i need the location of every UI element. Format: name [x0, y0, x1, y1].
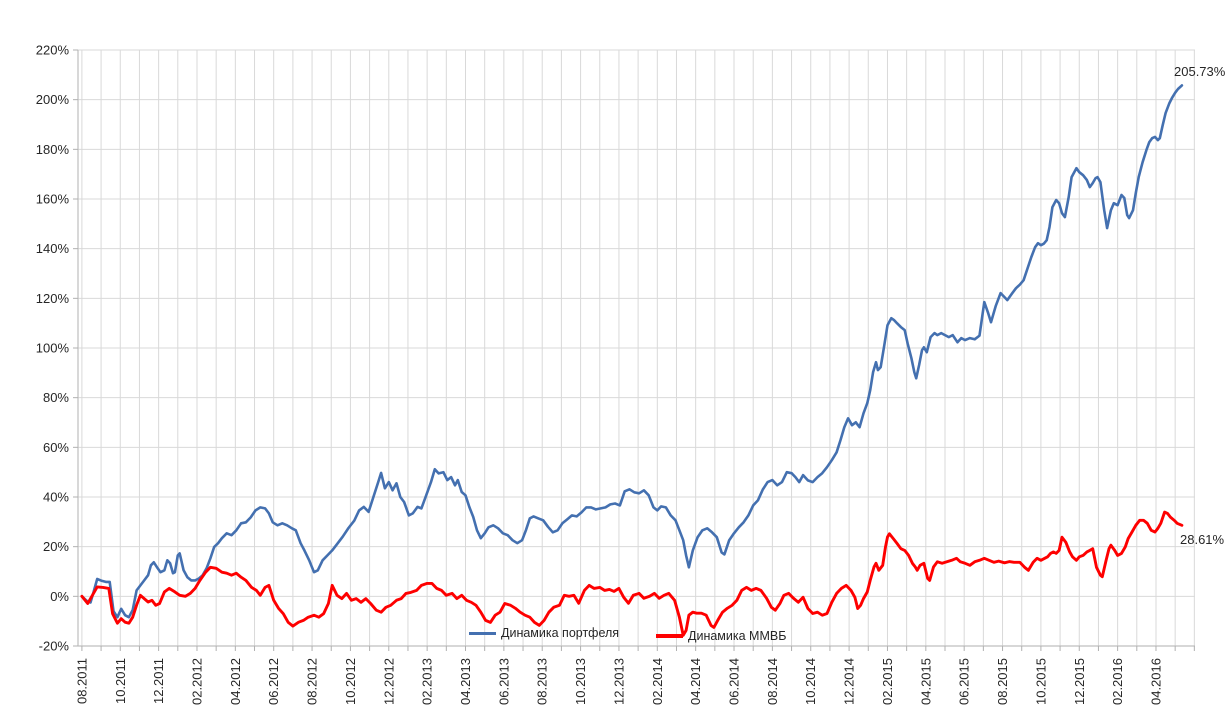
- y-tick-label: 200%: [36, 92, 70, 107]
- y-tick-label: 0%: [50, 589, 69, 604]
- x-tick-label: 02.2013: [420, 658, 435, 705]
- x-tick-label: 04.2014: [688, 658, 703, 705]
- x-tick-label: 12.2012: [381, 658, 396, 705]
- x-tick-label: 12.2015: [1072, 658, 1087, 705]
- legend-portfolio-label: Динамика портфеля: [501, 626, 620, 640]
- x-tick-label: 04.2016: [1148, 658, 1163, 705]
- y-tick-label: 60%: [43, 440, 69, 455]
- x-tick-label: 04.2013: [458, 658, 473, 705]
- x-tick-label: 08.2012: [305, 658, 320, 705]
- x-tick-label: 08.2013: [535, 658, 550, 705]
- x-tick-label: 06.2012: [266, 658, 281, 705]
- x-tick-label: 02.2015: [880, 658, 895, 705]
- y-tick-label: 140%: [36, 241, 70, 256]
- x-tick-label: 06.2015: [957, 658, 972, 705]
- y-tick-label: 160%: [36, 192, 70, 207]
- y-tick-label: 120%: [36, 291, 70, 306]
- x-tick-label: 10.2015: [1033, 658, 1048, 705]
- micex-line-swatch-icon: [656, 634, 683, 638]
- legend-micex-label: Динамика ММВБ: [688, 629, 787, 643]
- x-tick-label: 06.2013: [496, 658, 511, 705]
- y-tick-label: 20%: [43, 539, 69, 554]
- x-tick-label: 08.2011: [74, 658, 89, 704]
- portfolio-line-swatch-icon: [469, 631, 496, 635]
- x-tick-label: 02.2012: [189, 658, 204, 705]
- x-tick-label: 12.2014: [842, 658, 857, 705]
- x-tick-label: 10.2011: [113, 658, 128, 704]
- x-tick-label: 08.2014: [765, 658, 780, 705]
- legend-item-micex: Динамика ММВБ: [656, 629, 786, 643]
- portfolio-end-value-label: 205.73%: [1174, 64, 1226, 79]
- y-tick-label: 220%: [36, 43, 70, 58]
- x-tick-label: 12.2013: [611, 658, 626, 705]
- x-tick-label: 04.2012: [228, 658, 243, 705]
- x-tick-label: 10.2013: [573, 658, 588, 705]
- x-tick-label: 10.2012: [343, 658, 358, 705]
- y-tick-label: -20%: [39, 639, 70, 654]
- x-tick-label: 10.2014: [803, 658, 818, 705]
- portfolio-line-series: [80, 84, 1184, 619]
- legend-item-portfolio: Динамика портфеля: [469, 626, 619, 640]
- micex-end-value-label: 28.61%: [1180, 532, 1225, 547]
- y-tick-label: 40%: [43, 490, 69, 505]
- x-tick-label: 02.2014: [650, 658, 665, 705]
- x-tick-label: 12.2011: [151, 658, 166, 704]
- y-tick-label: 180%: [36, 142, 70, 157]
- x-tick-label: 02.2016: [1110, 658, 1125, 705]
- x-tick-label: 04.2015: [918, 658, 933, 705]
- y-tick-label: 100%: [36, 341, 70, 356]
- x-tick-label: 08.2015: [995, 658, 1010, 705]
- x-tick-label: 06.2014: [727, 658, 742, 705]
- y-tick-label: 80%: [43, 390, 69, 405]
- micex-line-series: [80, 510, 1184, 637]
